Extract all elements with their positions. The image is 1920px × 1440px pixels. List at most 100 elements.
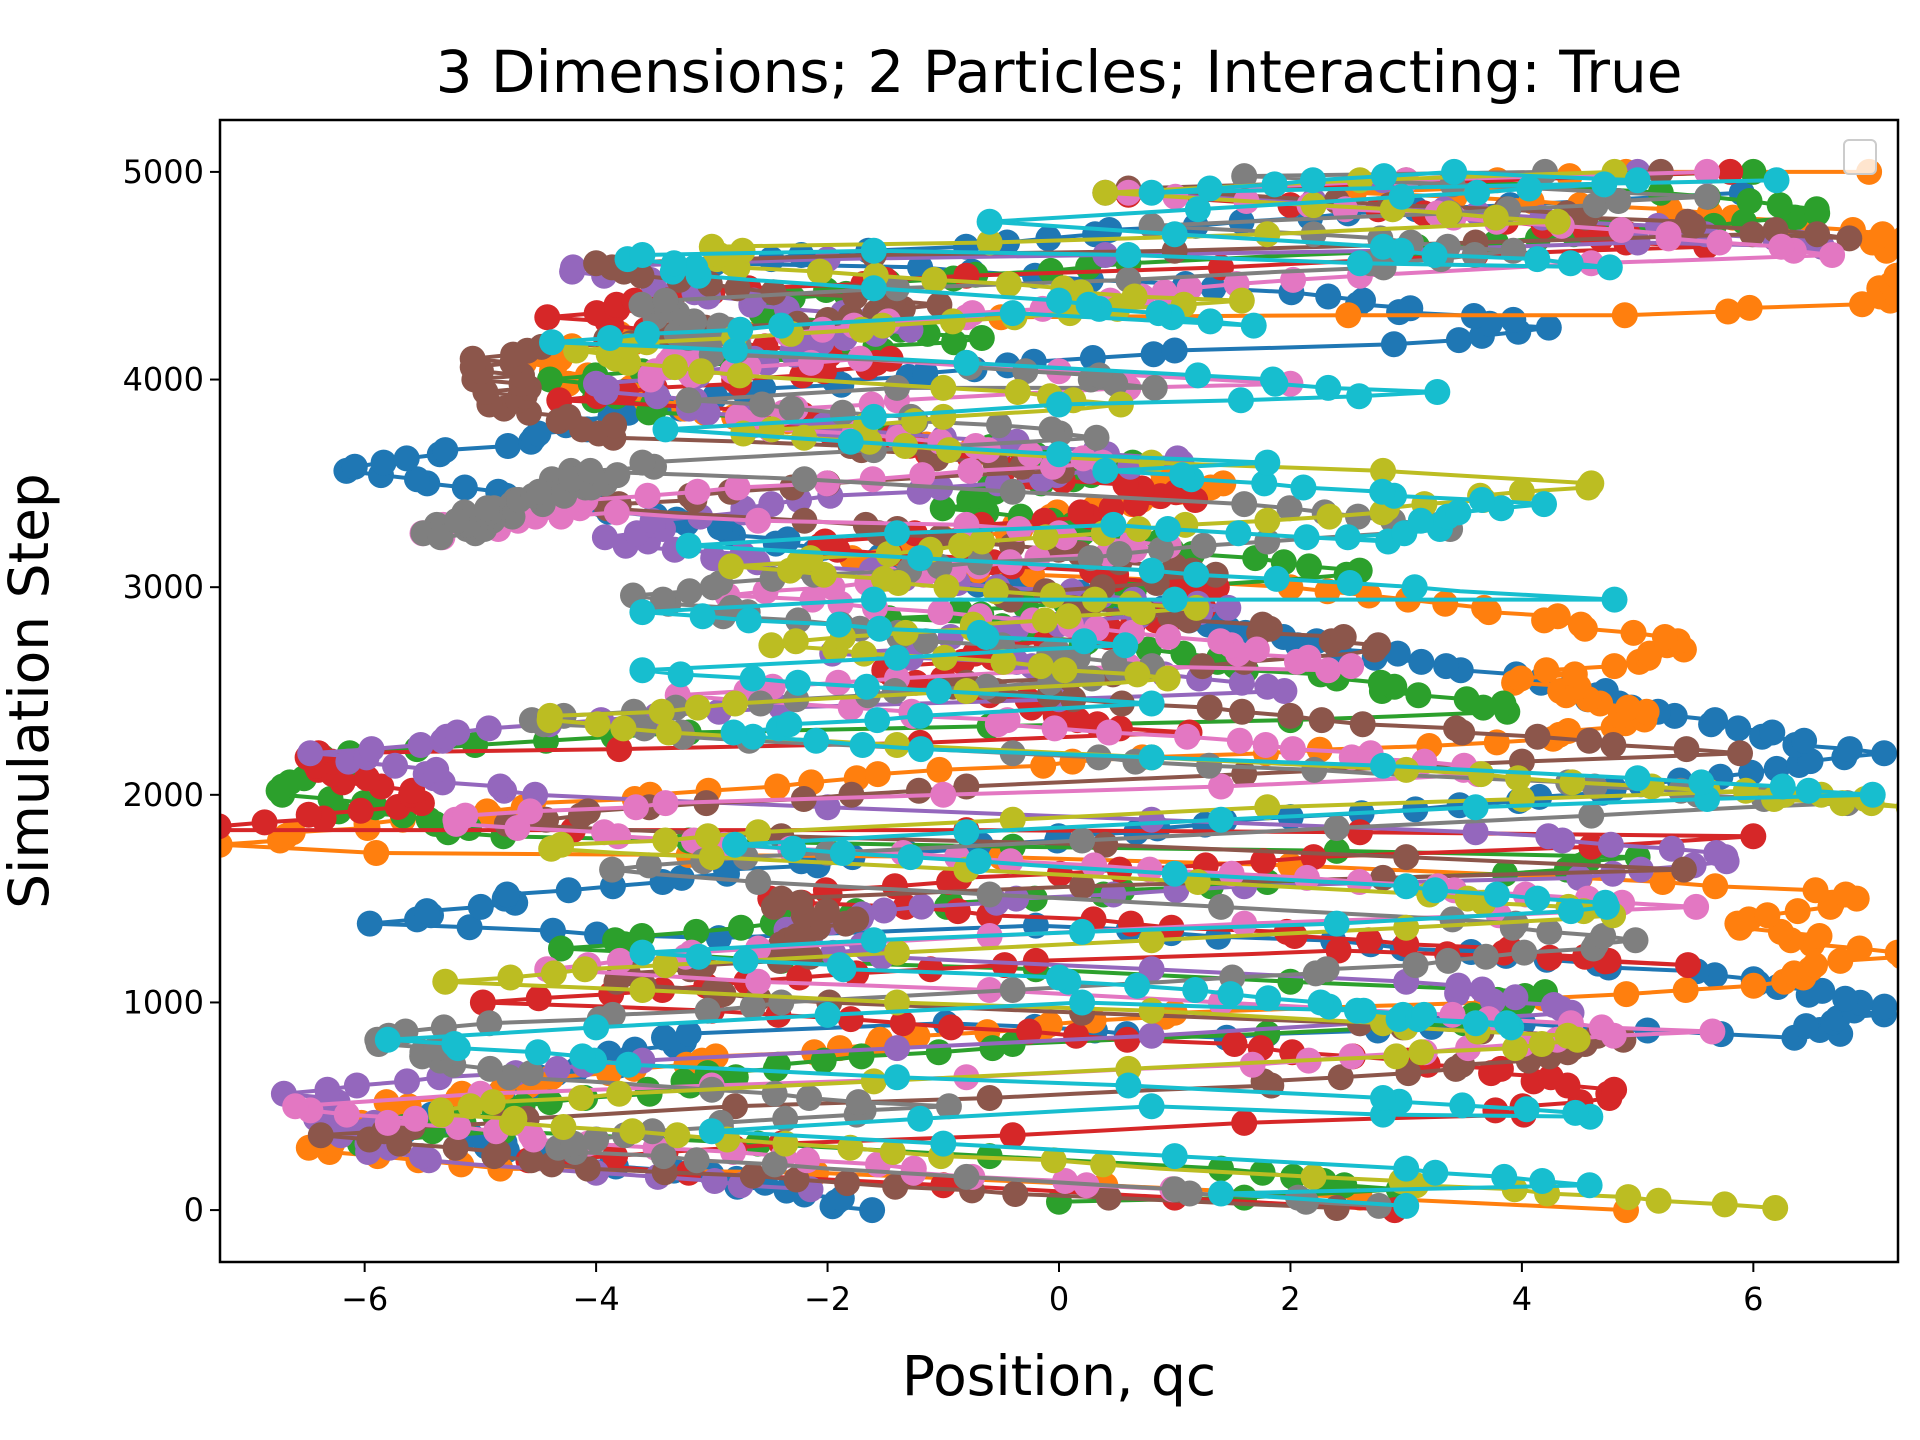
data-point xyxy=(866,615,893,642)
data-point xyxy=(791,466,818,493)
data-point xyxy=(1600,732,1627,758)
data-point xyxy=(1537,1064,1564,1091)
data-point xyxy=(474,798,500,825)
data-point xyxy=(1576,727,1603,754)
data-point xyxy=(884,1064,910,1091)
data-point xyxy=(1472,943,1499,970)
data-point xyxy=(739,1162,766,1189)
data-point xyxy=(459,345,486,372)
data-point xyxy=(995,271,1022,297)
data-point xyxy=(1408,1039,1435,1066)
data-point xyxy=(1367,669,1394,696)
data-point xyxy=(1809,977,1836,1004)
data-point xyxy=(864,761,891,788)
data-point xyxy=(999,300,1026,327)
data-point xyxy=(591,524,618,551)
data-point xyxy=(1740,972,1767,999)
data-point xyxy=(634,320,660,347)
data-point xyxy=(1301,756,1328,783)
data-point xyxy=(829,840,856,866)
data-point xyxy=(1827,947,1854,974)
data-point xyxy=(601,412,628,439)
data-point xyxy=(1207,628,1234,655)
data-point xyxy=(1196,694,1223,721)
data-point xyxy=(1592,889,1619,916)
data-point xyxy=(1445,327,1472,354)
data-point xyxy=(1462,794,1489,821)
data-point xyxy=(1407,507,1434,534)
data-point xyxy=(884,520,910,547)
data-point xyxy=(675,1020,702,1047)
data-point xyxy=(1401,574,1428,601)
data-point xyxy=(1766,192,1793,219)
data-point xyxy=(1138,179,1165,206)
data-point xyxy=(602,927,629,954)
data-point xyxy=(938,1014,964,1041)
data-point xyxy=(780,835,807,862)
data-point xyxy=(1502,984,1529,1011)
data-point xyxy=(1535,823,1562,850)
data-point xyxy=(1254,221,1281,248)
data-point xyxy=(1263,565,1290,592)
data-point xyxy=(615,1051,642,1078)
x-tick-label: −6 xyxy=(341,1280,388,1318)
data-point xyxy=(479,1089,506,1116)
data-point xyxy=(1092,179,1119,206)
data-point xyxy=(860,586,887,613)
data-point xyxy=(1161,1176,1188,1203)
data-point xyxy=(739,665,766,692)
data-point xyxy=(694,823,721,850)
data-point xyxy=(1140,341,1167,368)
data-point xyxy=(1711,1191,1738,1218)
data-point xyxy=(909,462,936,489)
data-point xyxy=(694,997,721,1024)
data-point xyxy=(629,977,656,1003)
data-point xyxy=(1027,653,1054,680)
data-point xyxy=(1590,923,1617,949)
data-point xyxy=(1694,183,1721,210)
data-point xyxy=(1254,794,1281,821)
data-point xyxy=(476,1010,503,1037)
data-point xyxy=(1601,653,1628,680)
data-point xyxy=(583,1126,610,1153)
data-point xyxy=(1535,314,1562,341)
data-point xyxy=(1601,586,1628,613)
data-point xyxy=(935,1093,962,1120)
data-point xyxy=(884,989,910,1016)
data-point xyxy=(1762,1195,1789,1221)
data-point xyxy=(469,989,496,1016)
data-point xyxy=(1250,848,1277,875)
data-point xyxy=(661,250,687,277)
data-point xyxy=(1846,935,1873,962)
data-point xyxy=(1138,557,1165,584)
data-point xyxy=(583,370,609,397)
data-point xyxy=(1174,723,1201,750)
data-point xyxy=(604,462,631,489)
data-point xyxy=(1591,171,1618,198)
data-point xyxy=(1533,657,1560,684)
data-point xyxy=(881,678,908,704)
data-point xyxy=(976,208,1003,235)
data-point xyxy=(1231,910,1258,937)
data-point xyxy=(568,1085,595,1111)
data-point xyxy=(1184,196,1211,223)
data-point xyxy=(688,358,715,385)
data-point xyxy=(991,952,1018,979)
data-point xyxy=(1228,669,1255,696)
data-point xyxy=(1345,503,1371,530)
data-point xyxy=(1190,532,1217,559)
data-point xyxy=(834,1170,861,1197)
data-point xyxy=(1092,457,1119,484)
data-point xyxy=(860,237,887,264)
data-point xyxy=(825,669,852,696)
data-point xyxy=(314,1076,341,1103)
data-point xyxy=(926,756,953,783)
data-point xyxy=(374,1026,401,1053)
data-point xyxy=(1393,873,1420,900)
data-point xyxy=(1046,964,1072,991)
data-point xyxy=(534,304,561,331)
data-point xyxy=(297,740,324,767)
data-point xyxy=(1155,624,1182,650)
data-point xyxy=(760,279,787,306)
data-point xyxy=(884,374,910,401)
